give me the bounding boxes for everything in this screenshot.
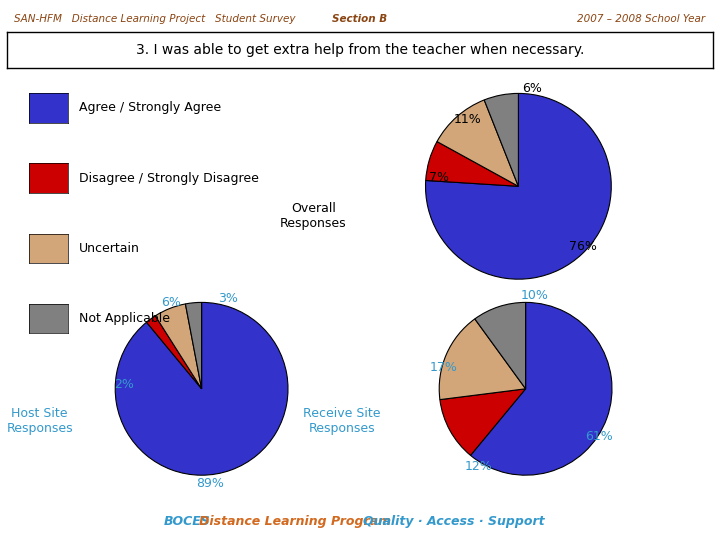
Text: BOCES: BOCES [164, 515, 210, 528]
Text: Host Site
Responses: Host Site Responses [6, 407, 73, 435]
Text: Section B: Section B [333, 14, 387, 24]
Text: 17%: 17% [430, 361, 457, 374]
Text: 61%: 61% [585, 430, 613, 443]
Text: 89%: 89% [197, 477, 224, 490]
Text: 76%: 76% [570, 240, 598, 253]
Text: Quality · Access · Support: Quality · Access · Support [363, 515, 544, 528]
Text: 3. I was able to get extra help from the teacher when necessary.: 3. I was able to get extra help from the… [136, 43, 584, 57]
Text: 6%: 6% [523, 82, 542, 95]
Wedge shape [147, 316, 202, 389]
Wedge shape [186, 302, 202, 389]
Wedge shape [426, 141, 518, 186]
Text: Disagree / Strongly Disagree: Disagree / Strongly Disagree [79, 172, 259, 185]
Text: Receive Site
Responses: Receive Site Responses [303, 407, 381, 435]
Text: 12%: 12% [464, 460, 492, 473]
Wedge shape [426, 93, 611, 279]
Text: SAN-HFM   Distance Learning Project   Student Survey: SAN-HFM Distance Learning Project Studen… [14, 14, 296, 24]
Wedge shape [437, 100, 518, 186]
Text: 6%: 6% [161, 296, 181, 309]
Text: 2007 – 2008 School Year: 2007 – 2008 School Year [577, 14, 706, 24]
Wedge shape [439, 319, 526, 400]
Text: 3%: 3% [217, 292, 238, 305]
Text: Distance Learning Program: Distance Learning Program [199, 515, 391, 528]
Wedge shape [440, 389, 526, 455]
Wedge shape [156, 304, 202, 389]
Wedge shape [474, 302, 526, 389]
Text: 2%: 2% [114, 378, 134, 391]
Text: 10%: 10% [521, 289, 548, 302]
Wedge shape [485, 93, 518, 186]
Text: Overall
Responses: Overall Responses [280, 202, 346, 230]
Text: 7%: 7% [429, 171, 449, 184]
Text: Uncertain: Uncertain [79, 242, 140, 255]
Text: Agree / Strongly Agree: Agree / Strongly Agree [79, 102, 221, 114]
Text: Not Applicable: Not Applicable [79, 312, 170, 325]
Wedge shape [115, 302, 288, 475]
Text: 11%: 11% [454, 113, 481, 126]
Wedge shape [471, 302, 612, 475]
